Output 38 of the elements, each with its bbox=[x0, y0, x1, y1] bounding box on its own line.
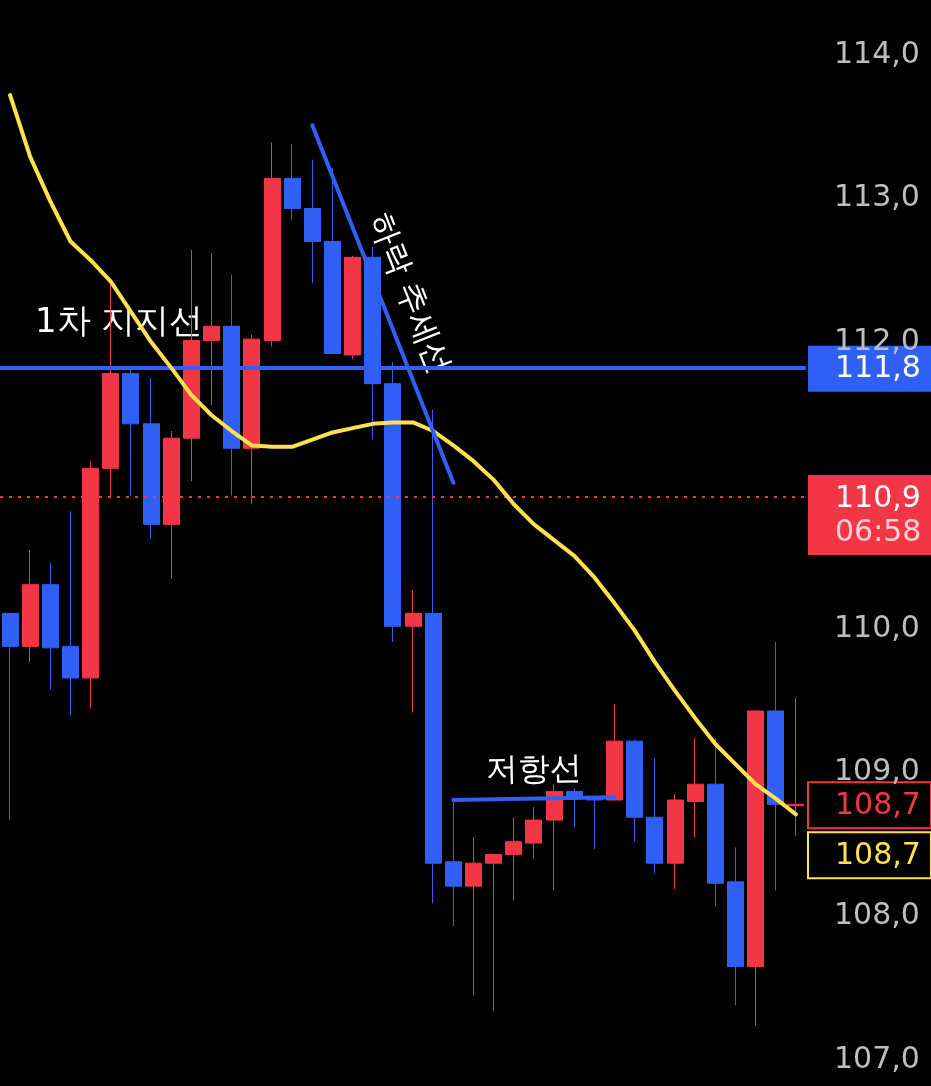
candlestick bbox=[747, 710, 764, 1026]
candlestick bbox=[646, 757, 663, 874]
line-series bbox=[8, 93, 798, 817]
text: 108,7 bbox=[835, 835, 921, 871]
candlestick bbox=[626, 739, 643, 843]
candlestick bbox=[787, 697, 804, 837]
candlestick bbox=[525, 806, 542, 860]
text: 하락 추세선 bbox=[361, 206, 460, 380]
candlestick bbox=[284, 143, 301, 221]
ref-line-label: 110,9 06:58 bbox=[835, 478, 922, 548]
text: 108,7 bbox=[835, 785, 921, 821]
y-tick-label: 110,0 bbox=[834, 608, 920, 644]
candlestick bbox=[344, 255, 361, 360]
y-tick-label: 107,0 bbox=[834, 1039, 920, 1075]
candlestick bbox=[405, 589, 422, 713]
y-tick-label: 113,0 bbox=[834, 178, 920, 214]
candlestick bbox=[465, 836, 482, 996]
candlestick bbox=[707, 737, 724, 907]
candlestick bbox=[304, 159, 321, 284]
y-tick-label: 114,0 bbox=[834, 34, 920, 70]
y-tick-label: 108,0 bbox=[834, 895, 920, 931]
candlestick bbox=[264, 141, 281, 347]
candlestick bbox=[22, 549, 39, 663]
candlestick bbox=[767, 641, 784, 891]
candlestick bbox=[2, 612, 19, 821]
candlestick bbox=[606, 703, 623, 801]
candlestick bbox=[143, 377, 160, 540]
candlestick bbox=[667, 793, 684, 890]
candlestick bbox=[62, 510, 79, 716]
candlestick bbox=[203, 252, 220, 406]
candlestick bbox=[485, 854, 502, 1012]
y-tick-label: 109,0 bbox=[834, 752, 920, 788]
candlestick bbox=[42, 562, 59, 690]
series-label: 저항선 bbox=[485, 748, 582, 789]
candlestick bbox=[727, 846, 744, 1006]
candlestick bbox=[687, 737, 704, 838]
candlestick bbox=[505, 816, 522, 902]
candlestick bbox=[324, 167, 341, 354]
